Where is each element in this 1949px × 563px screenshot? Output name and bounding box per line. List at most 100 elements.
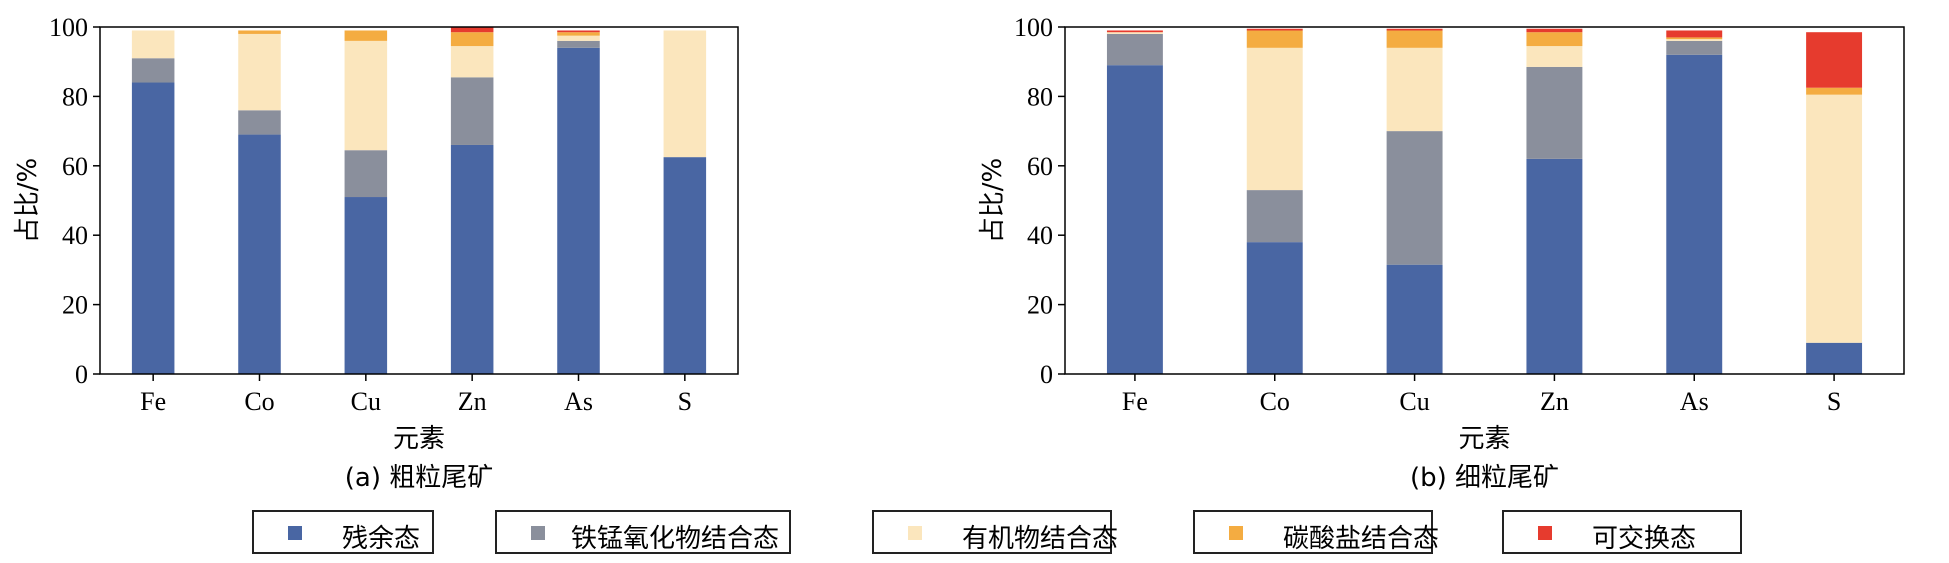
plot-frame (1064, 26, 1905, 375)
panel-caption-b: (b) 细粒尾矿 (1410, 463, 1559, 493)
bar-a-co-fe-mn-oxide (238, 110, 281, 135)
panel-caption-a: (a) 粗粒尾矿 (345, 463, 494, 493)
x-tick-label-zn: Zn (458, 387, 487, 416)
bar-a-zn-organic (450, 46, 494, 78)
x-tick-label-co: Co (1260, 387, 1290, 416)
x-tick-label-s: S (678, 387, 692, 416)
x-tick-label-co: Co (244, 387, 274, 416)
legend-item-exchangeable: 可交换态 (1502, 510, 1742, 554)
y-tick-label-60: 60 (1027, 152, 1053, 181)
legend-swatch-residual (288, 526, 302, 540)
y-tick-label-80: 80 (62, 82, 88, 111)
x-axis-label: 元素 (393, 424, 445, 454)
legend-label-carbonate: 碳酸盐结合态 (1283, 524, 1440, 554)
legend-label-exchangeable: 可交换态 (1592, 524, 1697, 554)
x-tick-label-as: As (564, 387, 593, 416)
y-tick-label-40: 40 (62, 221, 88, 250)
y-tick-label-100: 100 (49, 13, 88, 42)
bar-b-fe-fe-mn-oxide (1106, 33, 1163, 66)
bar-b-cu-residual (1386, 264, 1443, 374)
bar-b-co-fe-mn-oxide (1246, 190, 1303, 243)
bar-b-fe-organic (1106, 32, 1163, 34)
y-tick-label-100: 100 (1014, 13, 1053, 42)
bar-b-as-carbonate (1666, 37, 1723, 40)
x-tick-label-fe: Fe (140, 387, 166, 416)
bar-b-zn-residual (1526, 158, 1583, 374)
bar-a-as-organic (557, 35, 600, 41)
bar-a-zn-carbonate (450, 32, 494, 47)
legend-label-fe-mn-oxide: 铁锰氧化物结合态 (571, 524, 780, 554)
legend-label-residual: 残余态 (342, 524, 421, 554)
y-tick-label-0: 0 (1040, 360, 1053, 389)
bar-b-zn-fe-mn-oxide (1526, 66, 1583, 159)
y-axis-label: 占比/% (978, 158, 1008, 243)
bar-a-fe-organic (131, 30, 175, 59)
bar-a-fe-residual (131, 82, 175, 375)
bar-a-cu-residual (344, 197, 388, 374)
bar-b-cu-fe-mn-oxide (1386, 131, 1443, 265)
legend-swatch-carbonate (1229, 526, 1243, 540)
x-tick-label-s: S (1827, 387, 1841, 416)
x-tick-label-as: As (1680, 387, 1709, 416)
y-tick-label-60: 60 (62, 152, 88, 181)
bar-b-s-residual (1806, 342, 1863, 374)
x-tick-label-zn: Zn (1540, 387, 1569, 416)
bar-a-cu-carbonate (344, 30, 388, 41)
bar-b-zn-carbonate (1526, 32, 1583, 47)
bar-a-as-exchangeable (557, 30, 600, 33)
legend-item-fe-mn-oxide: 铁锰氧化物结合态 (495, 510, 791, 554)
bar-a-zn-fe-mn-oxide (450, 77, 494, 145)
bar-a-zn-exchangeable (450, 27, 494, 33)
bar-a-as-fe-mn-oxide (557, 40, 600, 48)
y-tick-label-0: 0 (75, 360, 88, 389)
bar-b-co-residual (1246, 242, 1303, 374)
plot-frame (99, 26, 739, 375)
bar-b-co-exchangeable (1246, 28, 1303, 31)
legend-swatch-organic (908, 526, 922, 540)
legend: 残余态 铁锰氧化物结合态 有机物结合态 碳酸盐结合态 可交换态 (252, 510, 1752, 554)
y-tick-label-20: 20 (1027, 291, 1053, 320)
legend-swatch-exchangeable (1538, 526, 1552, 540)
y-tick-label-80: 80 (1027, 82, 1053, 111)
y-tick-label-40: 40 (1027, 221, 1053, 250)
bar-b-as-organic (1666, 39, 1723, 41)
bar-b-cu-exchangeable (1386, 28, 1443, 31)
bar-a-as-carbonate (557, 32, 600, 36)
bar-a-s-residual (663, 157, 707, 375)
bar-a-co-organic (238, 33, 281, 111)
chart-panel-b: Fe Co Cu Zn As S 0 20 40 60 80 100 占比/% 元素 (b) 细粒尾矿 (978, 13, 1905, 493)
bar-a-zn-residual (450, 144, 494, 374)
legend-label-organic: 有机物结合态 (962, 524, 1119, 554)
x-tick-label-cu: Cu (1399, 387, 1429, 416)
bar-b-co-carbonate (1246, 30, 1303, 48)
bar-b-as-exchangeable (1666, 30, 1723, 38)
legend-swatch-fe-mn-oxide (531, 526, 545, 540)
x-axis-label: 元素 (1458, 424, 1510, 454)
bar-b-s-organic (1806, 94, 1863, 343)
bar-b-fe-residual (1106, 65, 1163, 375)
chart-panel-a: Fe Co Cu Zn As S 0 20 40 60 80 100 占比/% 元素 (a) 粗粒尾矿 (13, 13, 739, 493)
x-tick-label-fe: Fe (1122, 387, 1148, 416)
y-axis-label: 占比/% (13, 158, 43, 243)
bar-b-cu-organic (1386, 47, 1443, 132)
bar-a-as-residual (557, 47, 600, 374)
bar-b-cu-carbonate (1386, 30, 1443, 48)
bar-a-co-carbonate (238, 30, 281, 34)
bar-a-co-residual (238, 134, 281, 374)
bar-b-zn-exchangeable (1526, 28, 1583, 33)
bar-b-as-residual (1666, 54, 1723, 374)
bar-a-s-organic (663, 30, 707, 158)
bar-b-co-organic (1246, 47, 1303, 191)
x-tick-label-cu: Cu (351, 387, 381, 416)
bar-a-fe-fe-mn-oxide (131, 58, 175, 83)
bar-b-fe-exchangeable (1106, 30, 1163, 33)
y-tick-label-20: 20 (62, 291, 88, 320)
bar-b-as-fe-mn-oxide (1666, 40, 1723, 55)
bar-b-zn-organic (1526, 46, 1583, 67)
legend-item-organic: 有机物结合态 (872, 510, 1118, 554)
legend-item-carbonate: 碳酸盐结合态 (1193, 510, 1439, 554)
bar-b-s-exchangeable (1806, 32, 1863, 88)
bar-a-cu-organic (344, 40, 388, 151)
bar-a-cu-fe-mn-oxide (344, 150, 388, 198)
